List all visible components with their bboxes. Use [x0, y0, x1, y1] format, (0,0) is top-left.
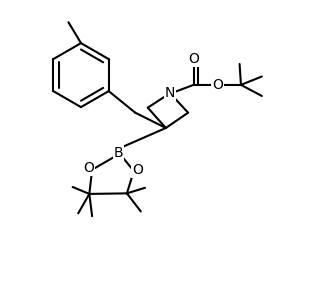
- Text: B: B: [114, 146, 123, 160]
- Text: N: N: [165, 86, 175, 100]
- Text: O: O: [132, 163, 143, 177]
- Text: O: O: [83, 161, 94, 175]
- Text: O: O: [212, 78, 223, 92]
- Text: O: O: [188, 52, 199, 66]
